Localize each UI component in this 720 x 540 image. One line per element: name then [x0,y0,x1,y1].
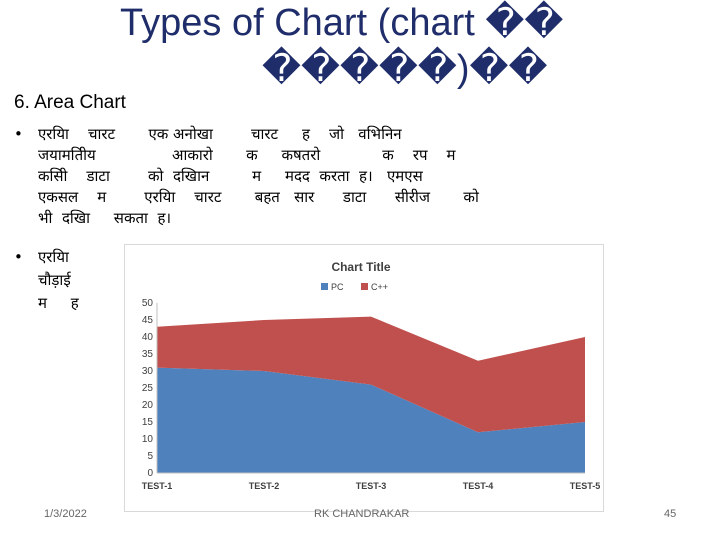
y-tick-label: 20 [142,400,154,411]
slide-subheading: 6. Area Chart [14,92,126,113]
y-tick-label: 35 [142,349,154,360]
bullet-1-line: जयामतिीय आकारो क कषतरो क रप म [38,146,456,164]
y-tick-label: 50 [142,298,154,309]
x-tick-label: TEST-2 [249,481,280,491]
area-chart: Chart Title PC C++ 0 5 10 15 20 25 30 35 40 45 50 TEST… [124,244,604,512]
legend-label: C++ [371,282,388,292]
area-chart-svg: Chart Title PC C++ 0 5 10 15 20 25 30 35 40 45 50 TEST… [142,260,601,491]
bullet-1: • एरयिा चारट एक अनोखा चारट ह जो वभिनिन ज… [14,124,684,234]
slide-title-line1: Types of Chart (chart �� [120,2,564,44]
bullet-dot: • [14,125,23,143]
y-tick-label: 10 [142,434,154,445]
legend-swatch [361,283,368,290]
y-tick-label: 15 [142,417,154,428]
bullet-2-line: एरयिा [38,248,69,266]
footer-author: RK CHANDRAKAR [314,508,410,520]
legend-swatch [321,283,328,290]
bullet-1-line: एकसल म एरयिा चारट बहत सार डाटा सीरीज को [38,188,479,206]
area-series-pc [157,367,585,473]
y-tick-label: 30 [142,366,154,377]
bullet-1-line: कसिी डाटा को दखिान म मदद करता ह। एमएस [38,167,423,185]
y-tick-label: 0 [147,468,153,479]
bullet-1-line: भी दखिा सकता ह। [38,209,172,227]
y-tick-label: 40 [142,332,154,343]
x-tick-label: TEST-3 [356,481,387,491]
x-tick-label: TEST-4 [463,481,494,491]
y-tick-label: 45 [142,315,154,326]
x-tick-label: TEST-1 [142,481,173,491]
x-tick-label: TEST-5 [570,481,601,491]
y-tick-label: 5 [147,451,153,462]
area-series-c- [157,316,585,433]
footer-date: 1/3/2022 [44,508,87,520]
footer-page-number: 45 [664,508,677,520]
bullet-dot: • [14,248,23,266]
y-tick-label: 25 [142,383,154,394]
chart-title: Chart Title [331,260,390,274]
slide-title-line2: �����)�� [262,48,548,90]
bullet-1-line: एरयिा चारट एक अनोखा चारट ह जो वभिनिन [38,125,402,143]
legend-label: PC [331,282,344,292]
